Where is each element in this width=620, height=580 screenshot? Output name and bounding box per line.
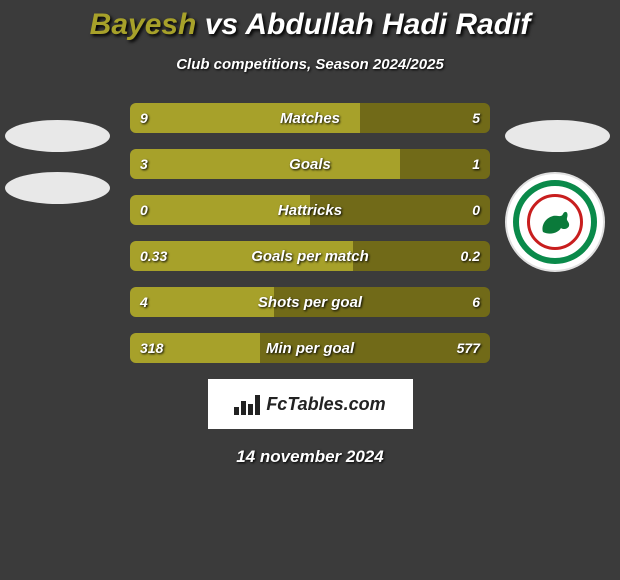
subtitle: Club competitions, Season 2024/2025 — [0, 56, 620, 73]
bar-value-left: 0 — [140, 195, 148, 225]
bar-row: Goals per match0.33 0.2 — [130, 241, 490, 271]
bars-icon — [234, 393, 260, 415]
date-text: 14 november 2024 — [0, 447, 620, 467]
bar-value-right: 5 — [472, 103, 480, 133]
bar-value-right: 0.2 — [461, 241, 480, 271]
player-badge-placeholder — [505, 120, 610, 152]
horse-icon — [537, 206, 577, 238]
player-badge-placeholder — [5, 120, 110, 152]
bar-row: Matches9 5 — [130, 103, 490, 133]
bar-value-left: 4 — [140, 287, 148, 317]
left-badges — [5, 120, 115, 224]
fctables-text: FcTables.com — [266, 394, 385, 415]
bar-value-right: 1 — [472, 149, 480, 179]
bar-row: Min per goal318 577 — [130, 333, 490, 363]
right-badges — [505, 120, 615, 272]
title-vs: vs — [205, 8, 238, 41]
bar-value-left: 0.33 — [140, 241, 167, 271]
bar-value-left: 9 — [140, 103, 148, 133]
bar-label: Hattricks — [130, 195, 490, 225]
bar-value-right: 577 — [457, 333, 480, 363]
title-player2: Abdullah Hadi Radif — [245, 8, 530, 41]
bar-row: Hattricks0 0 — [130, 195, 490, 225]
fctables-brand: FcTables.com — [208, 379, 413, 429]
bar-row: Shots per goal4 6 — [130, 287, 490, 317]
bar-label: Goals per match — [130, 241, 490, 271]
bar-row: Goals3 1 — [130, 149, 490, 179]
title-player1: Bayesh — [90, 8, 197, 41]
bar-label: Goals — [130, 149, 490, 179]
bar-value-left: 3 — [140, 149, 148, 179]
club-badge-placeholder — [5, 172, 110, 204]
bar-value-right: 0 — [472, 195, 480, 225]
bar-label: Shots per goal — [130, 287, 490, 317]
bar-label: Min per goal — [130, 333, 490, 363]
page-title: Bayesh vs Abdullah Hadi Radif — [0, 0, 620, 42]
comparison-bars: Matches9 5 Goals3 1 Hattricks0 0 Goals per mat… — [130, 103, 490, 363]
bar-value-right: 6 — [472, 287, 480, 317]
bar-value-left: 318 — [140, 333, 163, 363]
bar-label: Matches — [130, 103, 490, 133]
club-logo-ettifaq — [505, 172, 605, 272]
